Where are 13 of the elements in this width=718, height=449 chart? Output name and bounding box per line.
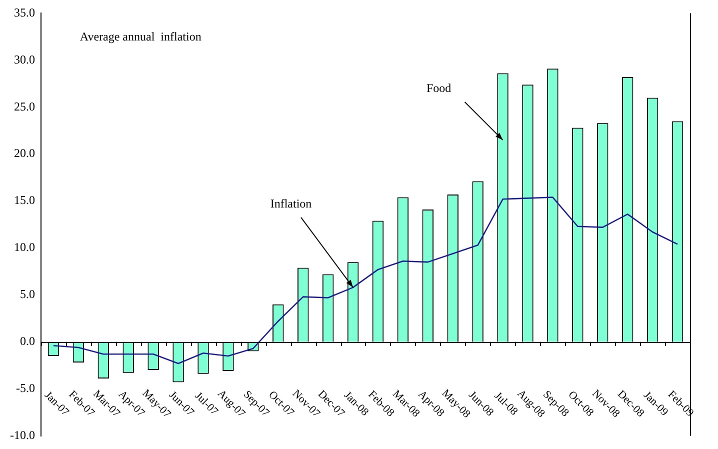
y-tick-label: 5.0 bbox=[20, 287, 35, 302]
y-tick-label: 35.0 bbox=[14, 5, 35, 20]
y-tick-label: 15.0 bbox=[14, 193, 35, 208]
y-tick-label: -5.0 bbox=[16, 381, 35, 395]
y-tick-label: 20.0 bbox=[14, 146, 35, 160]
y-tick-label: 30.0 bbox=[14, 52, 35, 66]
y-tick-label: -10.0 bbox=[10, 428, 35, 442]
y-tick-label: 10.0 bbox=[14, 240, 35, 254]
y-tick-label: 0.0 bbox=[20, 334, 35, 348]
annotation: Inflation bbox=[270, 196, 312, 210]
annotation: Average annual inflation bbox=[80, 30, 202, 44]
y-tick-label: 25.0 bbox=[14, 99, 35, 114]
annotation: Food bbox=[426, 80, 452, 95]
